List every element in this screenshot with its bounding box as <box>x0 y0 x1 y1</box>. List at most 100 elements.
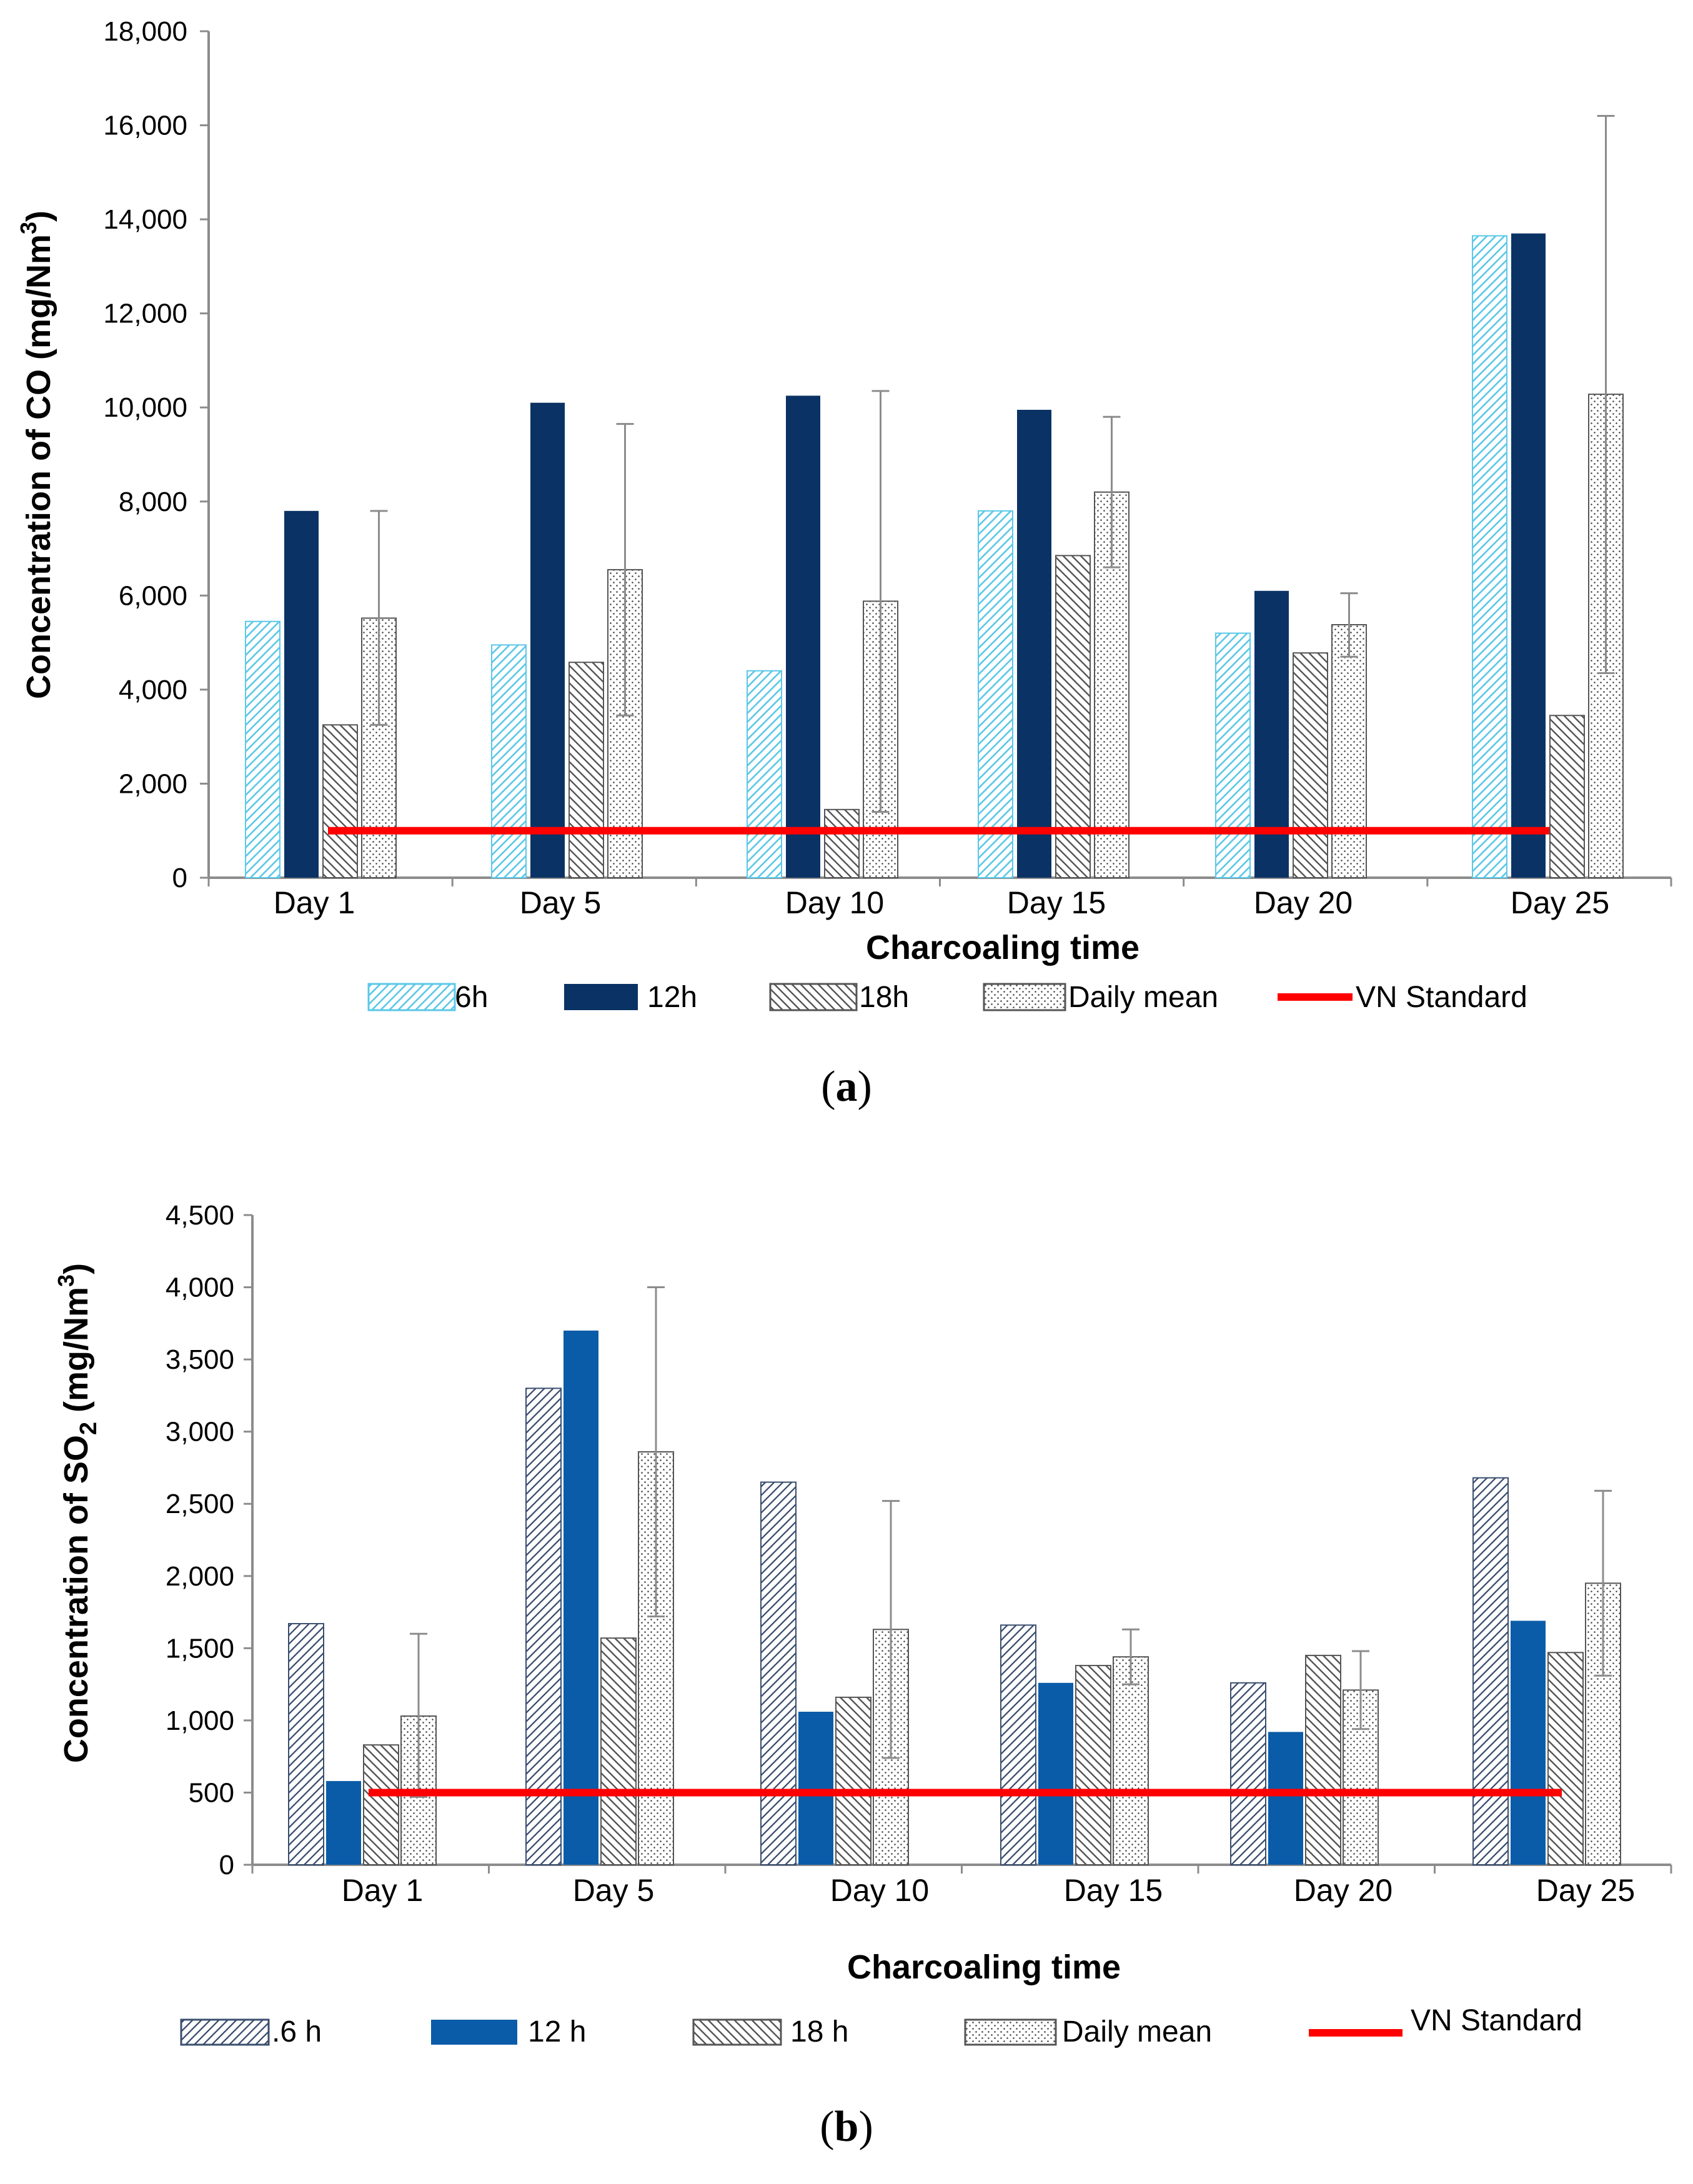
co-error-bars <box>370 115 1615 813</box>
co-legend-label-6h: 6h <box>455 981 488 1014</box>
y-tick-label: 1,000 <box>166 1705 234 1736</box>
x-category-label-day-1: Day 1 <box>274 885 355 920</box>
bar-18h-day-20 <box>1293 652 1328 879</box>
bar-6-h-day-20 <box>1230 1682 1266 1865</box>
y-tick-label: 0 <box>219 1850 234 1880</box>
y-tick-label: 1,500 <box>166 1633 234 1664</box>
co-y-axis-title: Concentration of CO (mg/Nm3) <box>16 211 57 699</box>
so2-legend-label-daily-mean: Daily mean <box>1062 2015 1212 2048</box>
so2-legend-swatch-18h <box>692 2018 782 2046</box>
bar-12-h-day-10 <box>798 1712 833 1865</box>
bar-6h-day-20 <box>1215 632 1251 878</box>
co-legend-label-12h: 12h <box>647 981 697 1014</box>
so2-bars <box>288 1330 1621 1866</box>
co-bars <box>245 233 1624 879</box>
bar-12h-day-15 <box>1017 409 1051 878</box>
bar-6h-day-5 <box>491 644 527 878</box>
caption-b: (b) <box>820 2103 873 2151</box>
co-y-axis: 0 2,000 4,000 6,000 8,000 10,000 12,000 14,000 1… <box>103 16 210 893</box>
so2-y-axis: 0 500 1,000 1,500 2,000 2,500 3,000 3,500 4,000 4… <box>166 1200 254 1880</box>
bar-18h-day-1 <box>322 724 358 878</box>
y-tick-label: 18,000 <box>103 16 187 47</box>
co-legend-swatch-18h <box>769 983 858 1011</box>
bar-12h-day-1 <box>284 510 319 878</box>
bar-18h-day-10 <box>824 808 860 878</box>
bar-12h-day-25 <box>1511 233 1546 878</box>
caption-a: (a) <box>821 1063 872 1111</box>
bar-12-h-day-1 <box>326 1780 361 1865</box>
x-category-label-day-20: Day 20 <box>1294 1873 1393 1908</box>
co-x-ticks <box>207 878 1672 886</box>
so2-y-ticks: 0 500 1,000 1,500 2,000 2,500 3,000 3,500 4,000 4… <box>166 1200 252 1880</box>
y-tick-label: 2,000 <box>166 1561 234 1592</box>
bar-12h-day-20 <box>1254 590 1289 878</box>
y-tick-label: 0 <box>172 863 187 893</box>
bar-18-h-day-10 <box>835 1696 871 1866</box>
so2-legend: .6 h 12 h 18 h Daily mean VN Standard <box>180 2004 1582 2048</box>
x-category-label-day-5: Day 5 <box>573 1873 655 1908</box>
bar-12-h-day-25 <box>1511 1621 1546 1865</box>
so2-x-ticks <box>251 1865 1672 1874</box>
bar-12-h-day-15 <box>1038 1682 1073 1865</box>
bar-6-h-day-10 <box>760 1481 797 1865</box>
bar-6h-day-25 <box>1472 235 1507 878</box>
x-category-label-day-20: Day 20 <box>1254 885 1353 920</box>
y-tick-label: 12,000 <box>103 299 187 329</box>
bar-6-h-day-1 <box>288 1623 324 1865</box>
x-category-label-day-10: Day 10 <box>785 885 884 920</box>
y-tick-label: 3,000 <box>166 1417 234 1447</box>
bar-6h-day-10 <box>747 670 782 879</box>
bar-18h-day-25 <box>1549 715 1585 878</box>
y-tick-label: 14,000 <box>103 204 187 235</box>
y-tick-label: 4,000 <box>119 675 187 705</box>
bar-12h-day-5 <box>530 402 565 878</box>
x-category-label-day-10: Day 10 <box>830 1873 929 1908</box>
bar-18-h-day-15 <box>1075 1665 1111 1865</box>
co-legend-swatch-daily-mean <box>983 983 1066 1011</box>
co-legend-label-daily-mean: Daily mean <box>1068 981 1218 1014</box>
y-tick-label: 8,000 <box>119 487 187 517</box>
x-category-label-day-15: Day 15 <box>1064 1873 1163 1908</box>
bar-12-h-day-20 <box>1268 1732 1303 1865</box>
bar-18-h-day-25 <box>1547 1652 1584 1865</box>
y-tick-label: 16,000 <box>103 111 187 141</box>
co-legend-label-vn-standard: VN Standard <box>1356 981 1527 1014</box>
y-tick-label: 4,000 <box>166 1273 234 1303</box>
bar-daily-mean-day-20 <box>1331 624 1367 878</box>
bar-12h-day-10 <box>786 395 820 878</box>
y-tick-label: 2,000 <box>119 768 187 799</box>
so2-legend-label-12h: 12 h <box>528 2015 586 2048</box>
bar-18h-day-15 <box>1055 555 1091 878</box>
x-category-label-day-25: Day 25 <box>1536 1873 1635 1908</box>
x-category-label-day-25: Day 25 <box>1511 885 1609 920</box>
x-category-label-day-1: Day 1 <box>342 1873 424 1908</box>
so2-x-axis-title: Charcoaling time <box>847 1948 1121 1986</box>
y-tick-label: 2,500 <box>166 1489 234 1519</box>
so2-legend-label-vn-standard: VN Standard <box>1411 2004 1582 2037</box>
bar-6-h-day-25 <box>1472 1477 1509 1866</box>
co-legend-swatch-12h <box>564 984 638 1010</box>
so2-category-labels: Day 1 Day 5 Day 10 Day 15 Day 20 Day 25 <box>342 1873 1636 1908</box>
so2-chart: 0 500 1,000 1,500 2,000 2,500 3,000 3,500 4,000 4… <box>53 1200 1672 2048</box>
bar-18-h-day-1 <box>363 1744 399 1866</box>
bar-18-h-day-20 <box>1305 1654 1341 1866</box>
y-tick-label: 3,500 <box>166 1344 234 1375</box>
co-x-axis-title: Charcoaling time <box>866 929 1139 966</box>
y-tick-label: 500 <box>189 1777 234 1808</box>
so2-legend-swatch-12h <box>431 2020 517 2045</box>
co-category-labels: Day 1 Day 5 Day 10 Day 15 Day 20 Day 25 <box>274 885 1610 920</box>
bar-6-h-day-5 <box>525 1387 562 1866</box>
y-tick-label: 4,500 <box>166 1200 234 1231</box>
so2-error-bars <box>410 1286 1612 1798</box>
so2-legend-swatch-6h <box>180 2018 270 2046</box>
so2-legend-swatch-daily-mean <box>964 2018 1057 2046</box>
co-legend: 6h 12h 18h Daily mean VN Standard <box>367 981 1527 1014</box>
co-legend-swatch-6h <box>367 983 456 1011</box>
x-category-label-day-5: Day 5 <box>520 885 602 920</box>
so2-legend-label-6h: .6 h <box>272 2015 322 2048</box>
x-category-label-day-15: Day 15 <box>1007 885 1106 920</box>
bar-6h-day-1 <box>245 620 281 878</box>
bar-12-h-day-5 <box>564 1330 598 1865</box>
bar-6-h-day-15 <box>1000 1624 1036 1865</box>
